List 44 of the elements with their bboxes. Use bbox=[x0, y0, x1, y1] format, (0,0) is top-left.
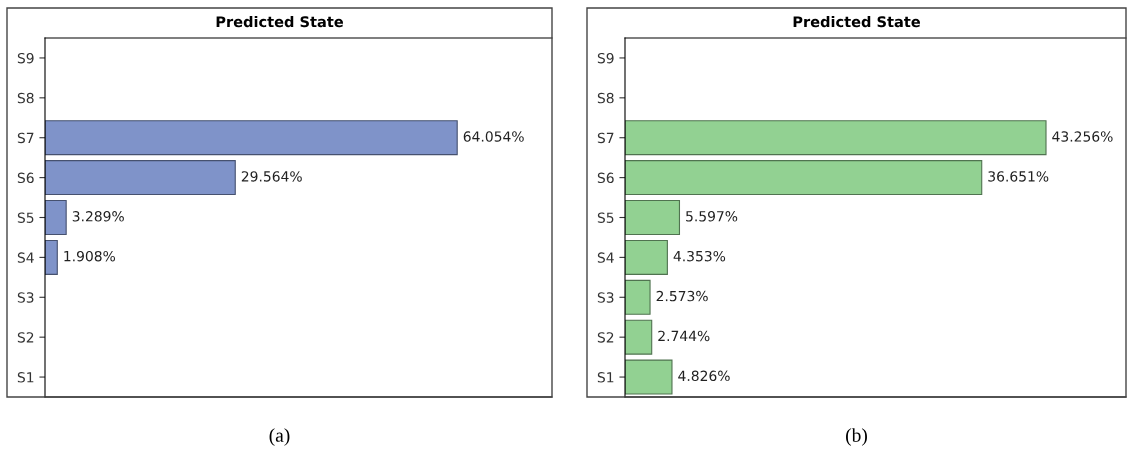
data-label: 2.573% bbox=[656, 290, 708, 302]
text: (b) bbox=[846, 428, 867, 446]
bar bbox=[625, 319, 653, 355]
y-tick-label: S3 bbox=[597, 292, 614, 303]
bar bbox=[625, 239, 668, 275]
y-tick-label: S6 bbox=[597, 172, 614, 184]
data-label: 5.597% bbox=[686, 211, 738, 222]
y-tick-label: S5 bbox=[17, 212, 34, 223]
bar bbox=[45, 160, 236, 196]
data-label: 36.651% bbox=[988, 171, 1049, 182]
y-tick-label: S4 bbox=[17, 252, 34, 263]
y-tick-label: S2 bbox=[17, 332, 34, 343]
y-tick-label: S8 bbox=[597, 92, 614, 104]
data-label: 1.908% bbox=[64, 250, 116, 262]
y-tick-label: S9 bbox=[597, 52, 614, 64]
y-tick-label: S7 bbox=[597, 132, 614, 144]
data-label: 43.256% bbox=[1052, 131, 1113, 142]
data-label: 64.054% bbox=[463, 131, 524, 142]
y-tick-label: S1 bbox=[17, 372, 34, 383]
bar bbox=[625, 160, 983, 196]
bar bbox=[45, 239, 58, 275]
y-tick-label: S5 bbox=[597, 212, 614, 223]
bar bbox=[45, 120, 458, 156]
data-label: 29.564% bbox=[241, 171, 302, 182]
y-tick-label: S6 bbox=[17, 172, 34, 184]
y-tick-label: S3 bbox=[17, 292, 34, 303]
y-tick-label: S8 bbox=[17, 92, 34, 104]
bar bbox=[45, 199, 67, 236]
y-tick-label: S7 bbox=[17, 132, 34, 144]
data-label: 4.353% bbox=[673, 250, 726, 262]
bar bbox=[625, 279, 651, 315]
bar bbox=[625, 199, 681, 236]
chart-title: Predicted State bbox=[793, 15, 920, 28]
chart-title: Predicted State bbox=[216, 15, 343, 28]
bar bbox=[625, 359, 673, 395]
text: (a) bbox=[269, 428, 290, 446]
y-tick-label: S9 bbox=[17, 52, 34, 64]
y-tick-label: S2 bbox=[597, 332, 614, 343]
bar bbox=[625, 120, 1047, 156]
data-label: 3.289% bbox=[72, 211, 124, 222]
y-tick-label: S1 bbox=[597, 372, 614, 383]
data-label: 4.826% bbox=[678, 370, 730, 382]
data-label: 2.744% bbox=[658, 330, 710, 342]
y-tick-label: S4 bbox=[597, 252, 614, 263]
